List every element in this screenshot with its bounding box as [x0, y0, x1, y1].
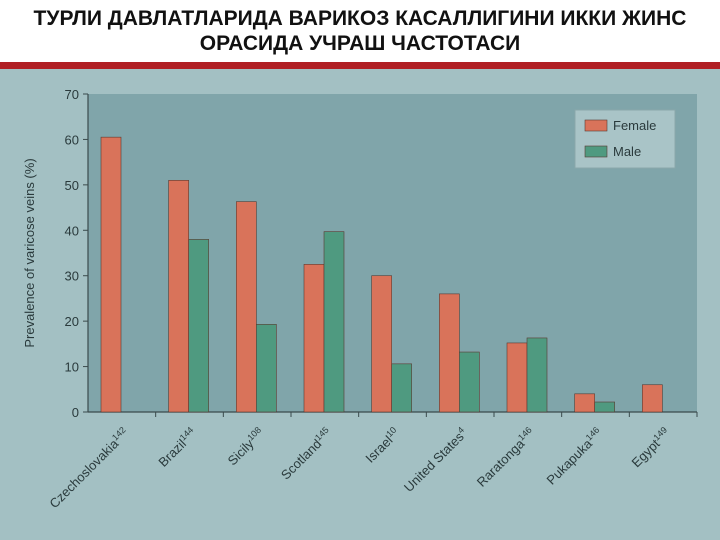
legend-swatch: [584, 119, 608, 132]
bar: [526, 337, 548, 413]
bar: [506, 342, 528, 413]
bar: [391, 363, 412, 413]
category-name: Raratonga: [474, 436, 528, 490]
legend-swatch: [584, 145, 608, 158]
y-tick-label: 0: [72, 405, 79, 420]
bar: [323, 231, 345, 413]
y-tick-label: 70: [65, 87, 79, 102]
bar: [574, 393, 595, 413]
title-rule: [0, 62, 720, 69]
x-tick-label: Raratonga146: [473, 425, 538, 490]
bar: [188, 239, 209, 413]
bar: [594, 401, 615, 413]
y-axis-label: Prevalence of varicose veins (%): [22, 158, 37, 347]
x-tick-label: United States4: [400, 425, 470, 495]
category-name: Scotland: [278, 436, 324, 482]
header: [0, 0, 720, 62]
y-tick-label: 20: [65, 314, 79, 329]
x-tick-label: Czechoslovakia142: [46, 425, 132, 511]
category-superscript: 4: [455, 425, 466, 436]
bar: [303, 264, 325, 413]
bar: [256, 324, 277, 413]
y-tick-label: 40: [65, 223, 79, 238]
y-tick-label: 50: [65, 178, 79, 193]
bar: [236, 201, 257, 413]
bar: [642, 384, 663, 413]
category-name: Pukapuka: [543, 436, 595, 488]
chart-title: ТУРЛИ ДАВЛАТЛАРИДА ВАРИКОЗ КАСАЛЛИГИНИ И…: [33, 7, 687, 55]
y-tick-label: 30: [65, 269, 79, 284]
bar: [439, 293, 460, 413]
bar: [168, 180, 189, 413]
y-tick-label: 10: [65, 360, 79, 375]
bar: [100, 136, 122, 413]
bar: [459, 351, 480, 413]
legend-label: Female: [613, 118, 656, 133]
x-tick-label: Israel10: [362, 425, 403, 466]
category-name: Czechoslovakia: [46, 436, 122, 512]
x-tick-label: Egypt149: [628, 425, 673, 470]
bar: [371, 275, 392, 413]
y-tick-label: 60: [65, 132, 79, 147]
x-tick-label: Brazil144: [155, 425, 200, 470]
category-name: United States: [401, 429, 467, 495]
x-tick-label: Sicily108: [224, 425, 267, 468]
legend-box: [574, 109, 676, 169]
x-tick-label: Scotland145: [277, 425, 335, 483]
x-tick-label: Pukapuka146: [543, 425, 606, 488]
legend-label: Male: [613, 144, 641, 159]
